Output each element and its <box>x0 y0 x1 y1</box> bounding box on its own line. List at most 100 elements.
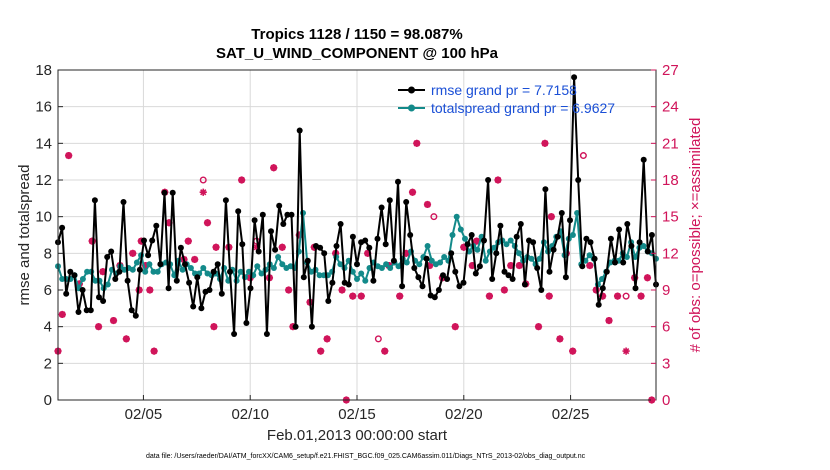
obs-assimilated-marker <box>515 261 523 270</box>
rmse-point <box>141 237 147 244</box>
y-right-tick-label: 12 <box>662 245 679 262</box>
rmse-point <box>640 156 647 163</box>
rmse-point <box>620 259 627 266</box>
rmse-point <box>440 272 446 279</box>
rmse-point <box>169 189 176 196</box>
totalspread-point <box>632 254 639 260</box>
rmse-point <box>362 237 369 244</box>
obs-assimilated-marker <box>613 292 622 300</box>
x-axis-label: Feb.01,2013 00:00:00 start <box>267 427 448 444</box>
rmse-point <box>108 248 115 255</box>
obs-assimilated-marker <box>109 316 118 325</box>
rmse-point <box>263 331 270 337</box>
obs-assimilated-marker <box>592 286 600 294</box>
totalspread-point <box>129 266 136 273</box>
rmse-point <box>100 298 107 304</box>
obs-possible-marker <box>579 152 587 160</box>
rmse-point <box>227 268 233 275</box>
totalspread-point <box>179 266 186 273</box>
rmse-point <box>276 202 283 209</box>
rmse-point <box>587 239 594 246</box>
obs-assimilated-marker <box>199 188 207 196</box>
rmse-point <box>579 263 586 270</box>
rmse-point <box>349 233 356 240</box>
y-right-axis-ticks: 0 3 6 9 12 15 18 21 24 27 <box>651 62 679 409</box>
y-left-axis-label: rmse and totalspread <box>16 165 33 306</box>
rmse-point <box>235 208 242 215</box>
rmse-point <box>530 239 537 246</box>
rmse-point <box>435 287 442 293</box>
obs-assimilated-marker <box>58 310 66 319</box>
rmse-point <box>489 276 496 282</box>
totalspread-point <box>424 243 431 249</box>
rmse-point <box>296 127 303 134</box>
obs-assimilated-marker <box>75 280 83 288</box>
rmse-point <box>116 268 123 275</box>
y-right-axis-label: # of obs: o=possible; ×=assimilated <box>687 118 704 353</box>
totalspread-point <box>279 261 286 268</box>
obs-assimilated-marker <box>413 139 421 147</box>
obs-assimilated-marker <box>485 292 494 300</box>
legend: rmse grand pr = 7.7158 totalspread grand… <box>398 82 615 116</box>
totalspread-point <box>428 257 435 264</box>
rmse-point <box>182 261 188 268</box>
obs-assimilated-marker <box>605 316 613 325</box>
rmse-point <box>448 250 455 257</box>
rmse-point <box>149 237 156 244</box>
obs-assimilated-marker <box>146 286 154 294</box>
rmse-point <box>272 246 279 253</box>
rmse-point <box>390 257 397 264</box>
totalspread-point <box>84 268 91 275</box>
y-left-tick-label: 6 <box>44 282 52 299</box>
rmse-point <box>431 294 438 301</box>
rmse-point <box>186 279 193 286</box>
totalspread-point <box>270 265 277 271</box>
rmse-point <box>595 301 602 308</box>
x-tick-label: 02/05 <box>125 406 163 423</box>
y-left-tick-label: 0 <box>44 392 52 409</box>
rmse-point <box>153 222 160 229</box>
legend-spread-marker <box>408 104 415 112</box>
rmse-point <box>321 250 328 257</box>
y-right-tick-label: 27 <box>662 62 679 79</box>
obs-assimilated-marker <box>541 139 549 147</box>
rmse-point <box>157 261 164 268</box>
rmse-point <box>546 268 553 275</box>
rmse-point <box>599 285 606 292</box>
x-axis-ticks: 02/05 02/10 02/15 02/20 02/25 <box>125 395 589 423</box>
rmse-point <box>460 279 467 286</box>
rmse-point <box>190 303 197 310</box>
obs-assimilated-marker <box>643 274 652 282</box>
rmse-series <box>55 74 659 337</box>
obs-assimilated-marker <box>381 347 389 355</box>
rmse-point <box>79 287 86 293</box>
totalspread-point <box>474 246 481 253</box>
rmse-point <box>403 199 410 205</box>
rmse-point <box>636 239 643 246</box>
rmse-point <box>251 217 258 224</box>
rmse-point <box>329 279 336 286</box>
totalspread-point <box>507 237 514 244</box>
y-right-tick-label: 3 <box>662 355 670 372</box>
totalspread-point <box>187 265 194 271</box>
rmse-point <box>333 243 340 249</box>
rmse-point <box>571 74 578 81</box>
y-left-tick-label: 18 <box>35 62 52 79</box>
legend-rmse-label: rmse grand pr = 7.7158 <box>431 82 577 98</box>
totalspread-point <box>354 276 360 282</box>
rmse-point <box>243 320 250 326</box>
totalspread-point <box>154 268 161 275</box>
rmse-point <box>345 281 352 288</box>
rmse-point <box>583 235 590 242</box>
y-left-tick-label: 16 <box>35 99 52 116</box>
obs-possible-marker <box>374 335 382 343</box>
totalspread-point <box>403 259 410 266</box>
totalspread-point <box>437 259 444 266</box>
obs-assimilated-marker <box>323 335 331 343</box>
obs-assimilated-marker <box>141 261 150 270</box>
rmse-point <box>231 331 238 337</box>
rmse-point <box>624 221 631 227</box>
obs-assimilated-marker <box>317 347 325 355</box>
rmse-point <box>91 197 98 204</box>
rmse-point <box>407 232 414 238</box>
